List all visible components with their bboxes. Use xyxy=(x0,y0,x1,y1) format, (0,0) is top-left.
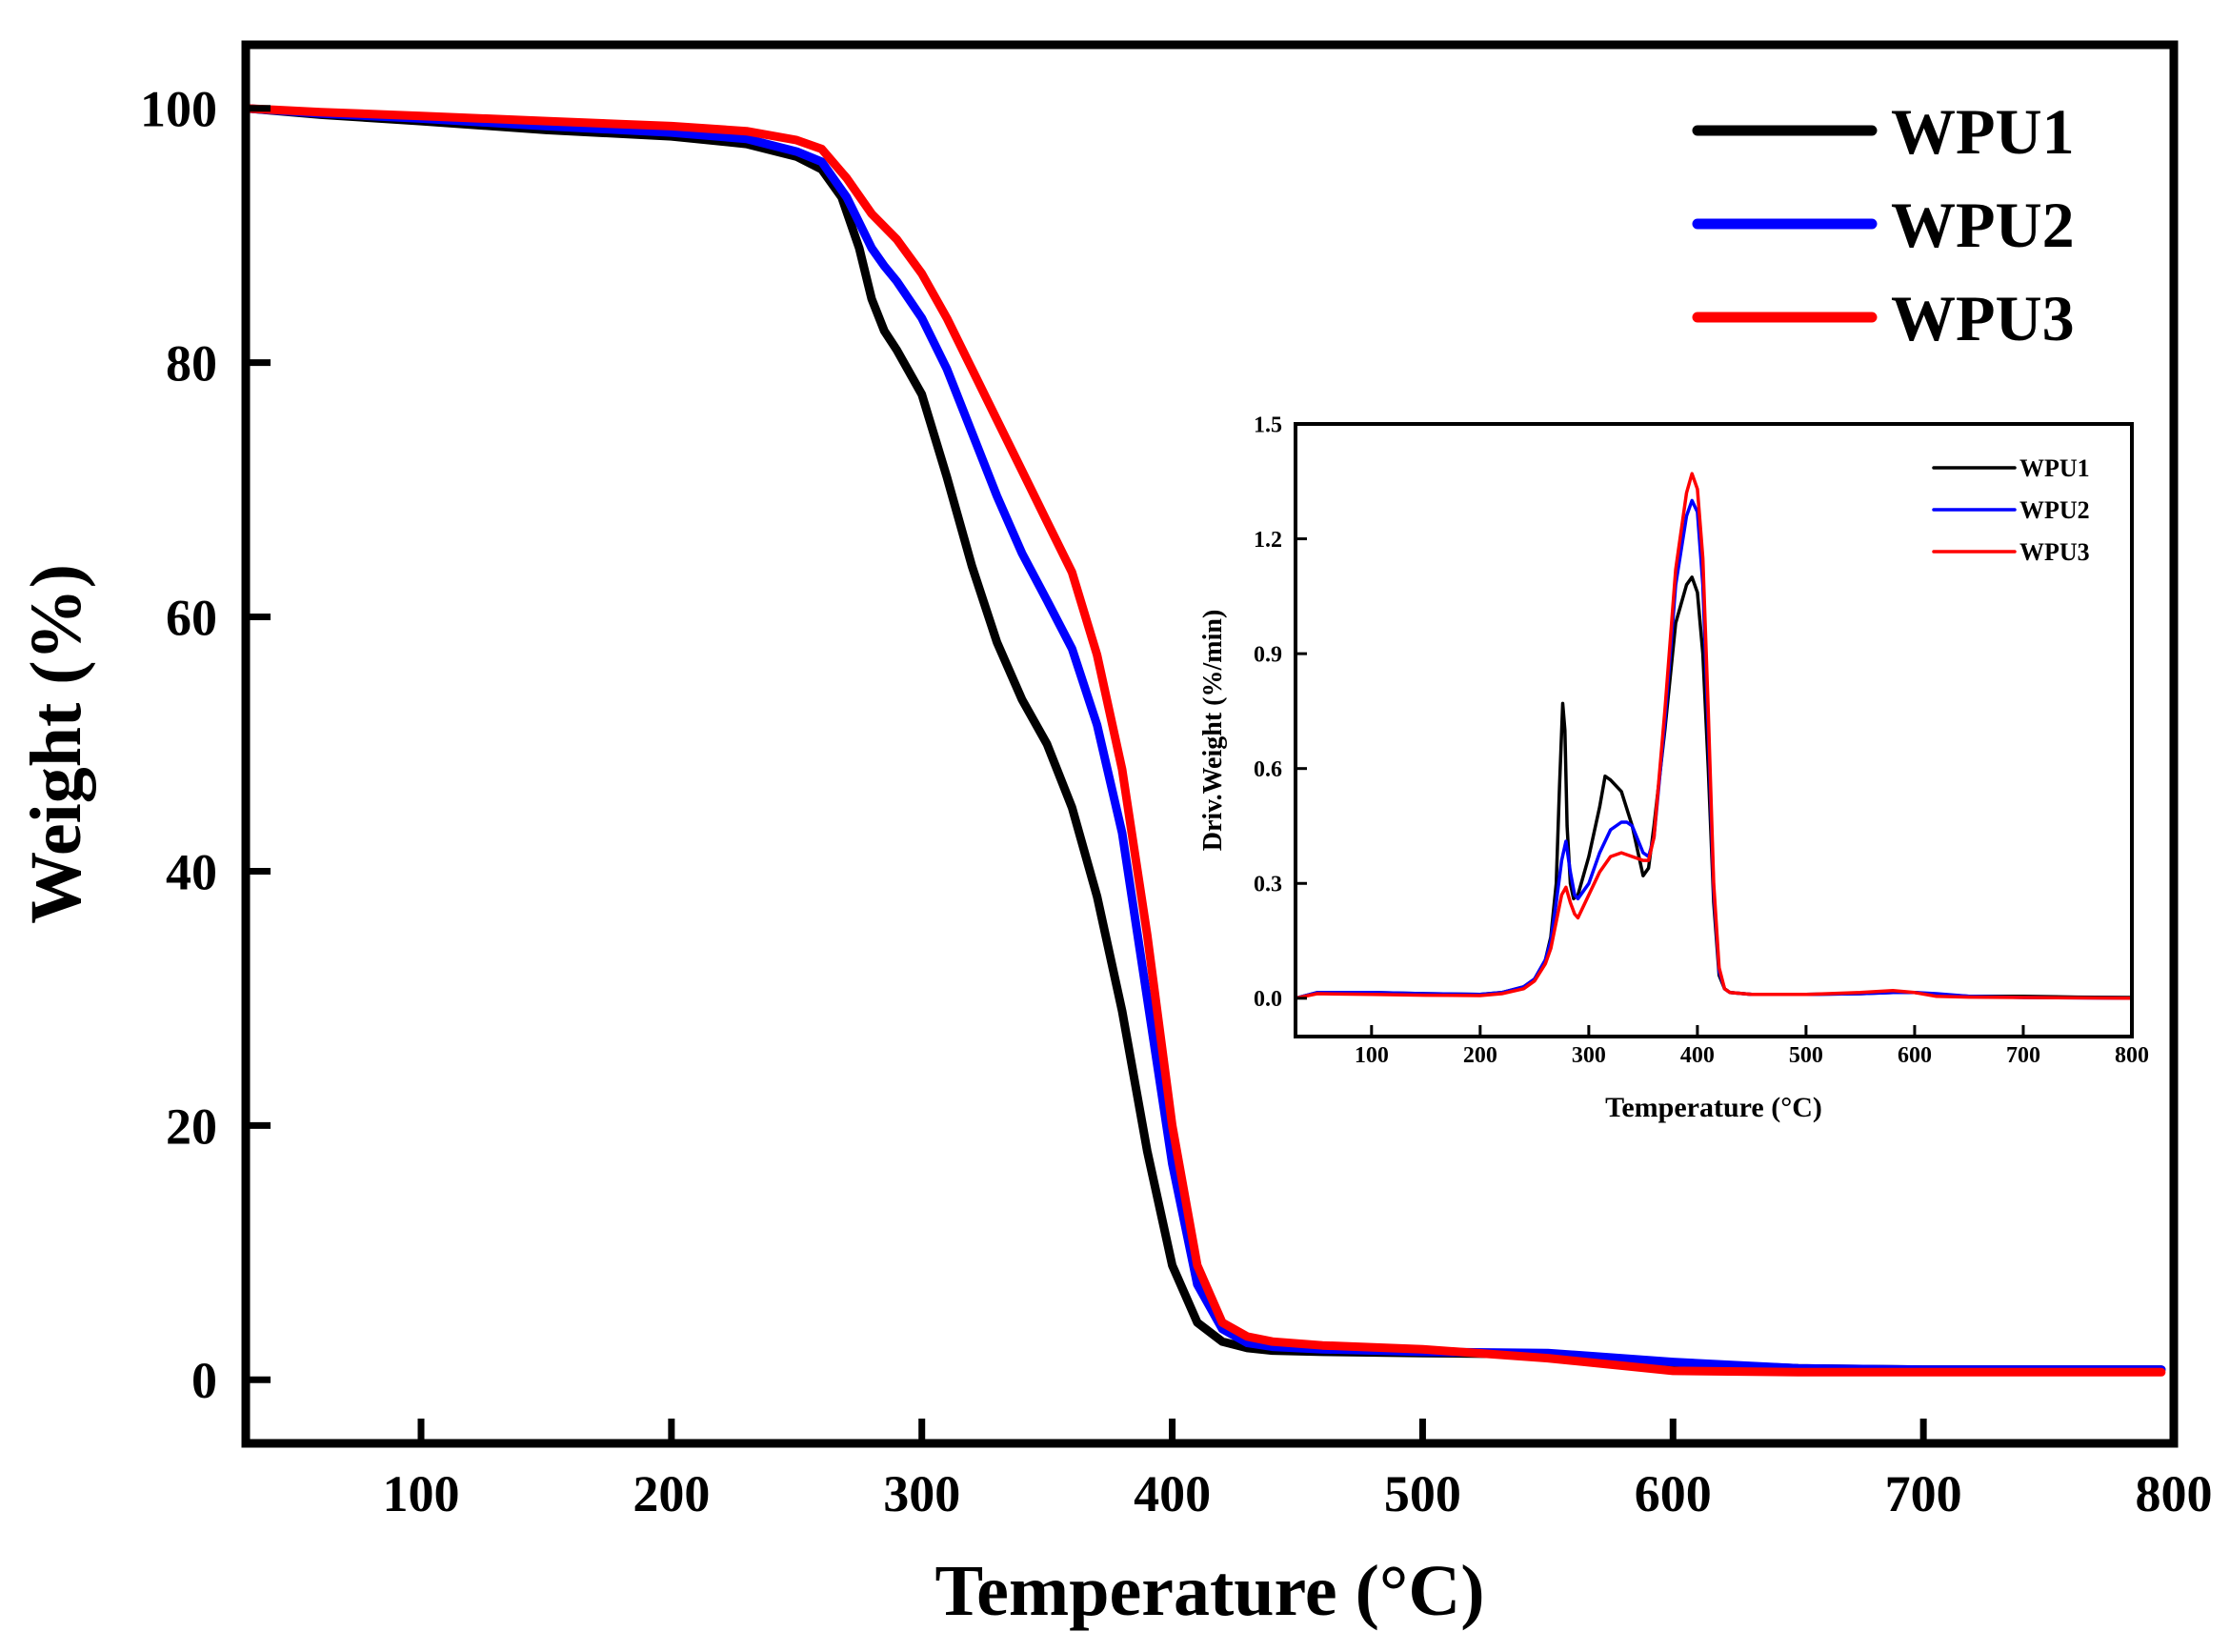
series-line-wpu3 xyxy=(241,104,2166,1377)
legend-label-wpu2: WPU2 xyxy=(1891,189,2075,261)
y-tick-label: 40 xyxy=(166,843,217,900)
x-tick-label: 800 xyxy=(2136,1465,2213,1522)
series-line-wpu3 xyxy=(1294,472,2134,1000)
legend-label-wpu3: WPU3 xyxy=(2019,538,2090,566)
x-axis-title: Temperature (°C) xyxy=(934,1551,1484,1631)
main-chart: 100 200 300 400 500 600 700 800 0 20 40 60 80 100 Temp… xyxy=(16,40,2213,1631)
plot-frame xyxy=(1294,422,2134,1038)
legend-label-wpu3: WPU3 xyxy=(1891,282,2075,354)
plot-frame xyxy=(241,40,2179,1448)
y-axis-title: Weight (%) xyxy=(16,564,96,924)
x-tick-label: 100 xyxy=(1355,1043,1389,1068)
legend-label-wpu1: WPU1 xyxy=(2019,454,2090,482)
x-tick-label: 300 xyxy=(883,1465,960,1522)
y-tick-label: 20 xyxy=(166,1098,217,1155)
y-tick-label: 0.6 xyxy=(1254,757,1282,782)
x-tick-label: 200 xyxy=(1463,1043,1497,1068)
y-axis-title: Driv.Weight (%/min) xyxy=(1198,610,1228,852)
y-tick-label: 1.5 xyxy=(1254,413,1282,437)
x-tick-label: 600 xyxy=(1635,1465,1712,1522)
x-tick-label: 700 xyxy=(2006,1043,2040,1068)
x-tick-label: 300 xyxy=(1572,1043,1606,1068)
x-tick-label: 400 xyxy=(1134,1465,1211,1522)
x-tick-label: 700 xyxy=(1885,1465,1962,1522)
x-tick-label: 500 xyxy=(1789,1043,1823,1068)
inset-background xyxy=(1296,424,2132,1037)
legend: WPU1 WPU2 WPU3 xyxy=(1692,95,2075,354)
y-tick-label: 0.0 xyxy=(1254,987,1282,1012)
legend-label-wpu2: WPU2 xyxy=(2019,496,2090,524)
inset-chart: 100 200 300 400 500 600 700 800 0.0 0.3 0.6 0.9 1.2 1… xyxy=(1198,413,2149,1123)
x-tick-label: 800 xyxy=(2115,1043,2149,1068)
legend: WPU1 WPU2 WPU3 xyxy=(1932,454,2090,566)
y-tick-label: 0.9 xyxy=(1254,643,1282,668)
x-tick-label: 500 xyxy=(1384,1465,1461,1522)
y-tick-label: 0 xyxy=(191,1352,217,1409)
y-tick-label: 1.2 xyxy=(1254,528,1282,553)
y-tick-label: 60 xyxy=(166,589,217,646)
x-axis-title: Temperature (°C) xyxy=(1605,1092,1822,1123)
x-tick-label: 400 xyxy=(1680,1043,1715,1068)
x-tick-label: 100 xyxy=(383,1465,460,1522)
y-tick-label: 80 xyxy=(166,335,217,393)
y-tick-label: 100 xyxy=(140,81,217,138)
legend-label-wpu1: WPU1 xyxy=(1891,95,2075,168)
x-tick-label: 600 xyxy=(1898,1043,1932,1068)
x-tick-label: 200 xyxy=(633,1465,710,1522)
y-tick-label: 0.3 xyxy=(1254,873,1282,897)
